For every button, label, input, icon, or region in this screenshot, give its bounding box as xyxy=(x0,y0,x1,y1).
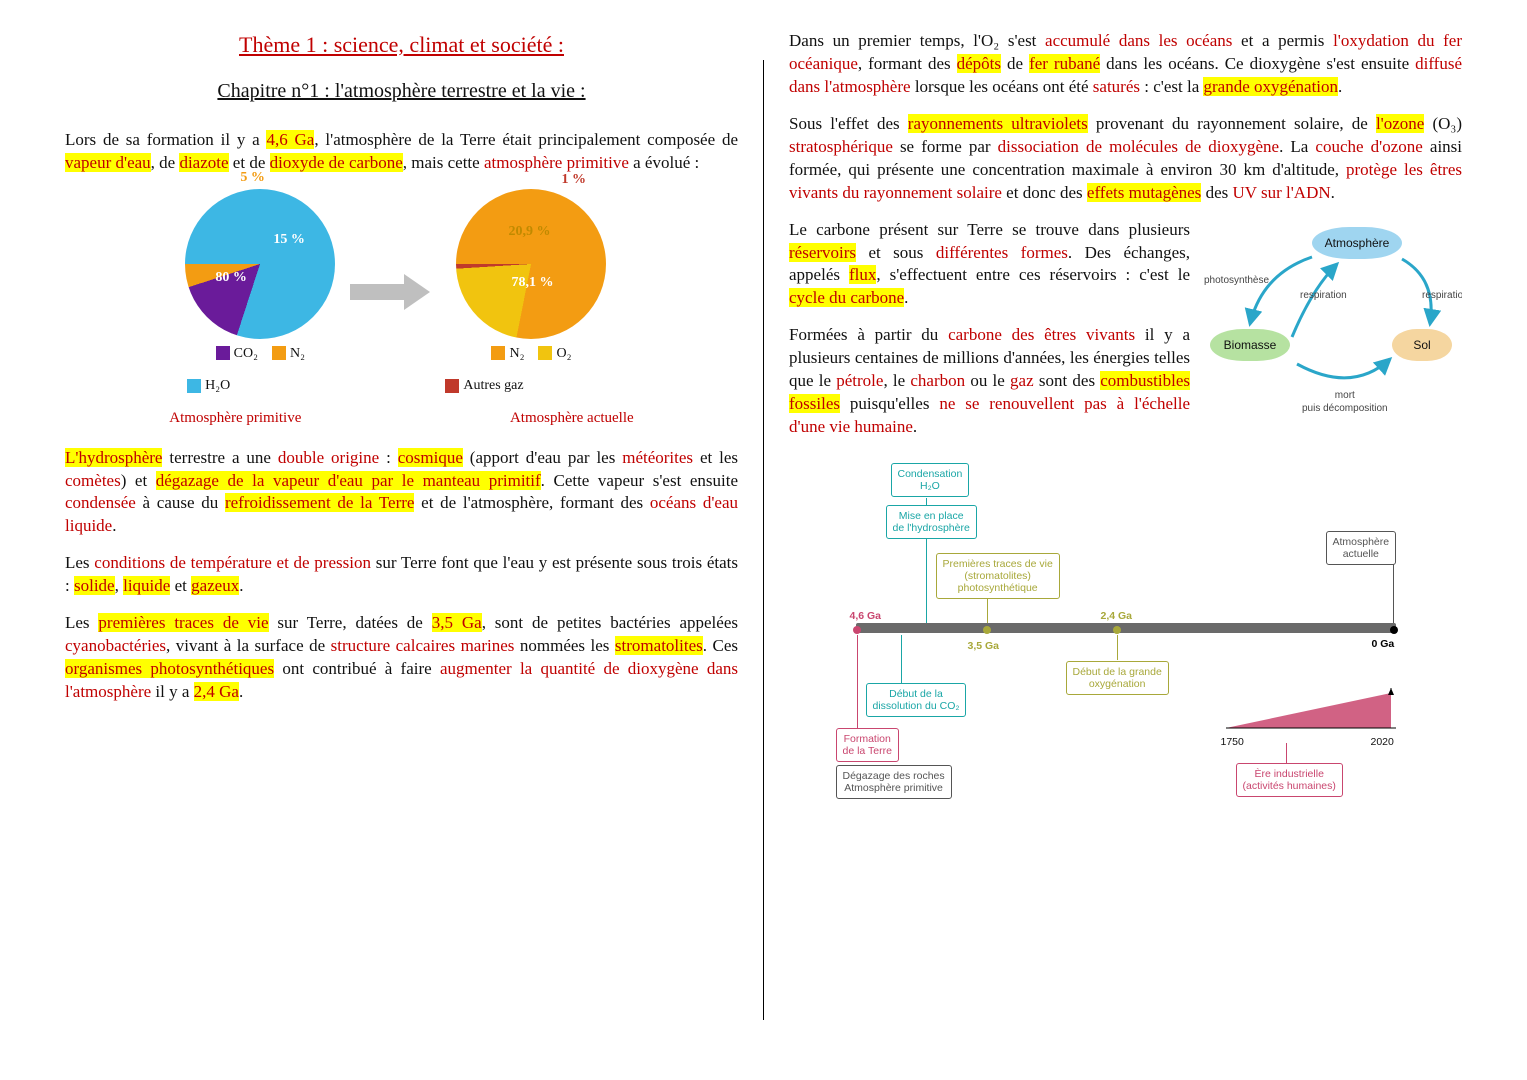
left-column: Thème 1 : science, climat et société : C… xyxy=(40,30,763,1050)
timeline-axis2-right: 2020 xyxy=(1371,735,1394,749)
timeline-box-degazage: Dégazage des roches Atmosphère primitive xyxy=(836,765,952,799)
timeline-box-formation: Formation de la Terre xyxy=(836,728,899,762)
timeline-label-4-6: 4,6 Ga xyxy=(850,609,882,623)
cycle-edge-respiration-1: respiration xyxy=(1300,289,1347,303)
timeline-dot-2-4 xyxy=(1113,626,1121,634)
paragraph-3: Les conditions de température et de pres… xyxy=(65,552,738,598)
timeline-wedge-icon xyxy=(1226,688,1396,733)
pie-charts: 80 % 15 % 5 % CO₂ N₂ H₂O 78,1 % 20,9 % 1… xyxy=(65,189,738,397)
pie-primitive: 80 % 15 % 5 % CO₂ N₂ H₂O xyxy=(185,189,335,397)
chapter-title: Chapitre n°1 : l'atmosphère terrestre et… xyxy=(65,78,738,105)
timeline-dot-4-6 xyxy=(853,626,861,634)
cycle-edge-photosynthesis: photosynthèse xyxy=(1204,274,1269,288)
timeline-box-oxygenation: Début de la grande oxygénation xyxy=(1066,661,1169,695)
theme-title: Thème 1 : science, climat et société : xyxy=(65,30,738,60)
paragraph-6: Sous l'effet des rayonnements ultraviole… xyxy=(789,113,1462,205)
timeline-conn-3 xyxy=(1117,635,1118,660)
timeline-box-traces: Premières traces de vie (stromatolites) … xyxy=(936,553,1060,599)
timeline-box-actuelle: Atmosphère actuelle xyxy=(1326,531,1397,565)
pie-primitive-legend: CO₂ N₂ H₂O xyxy=(187,345,333,397)
timeline-conn-4 xyxy=(857,635,858,735)
pie-actual: 78,1 % 20,9 % 1 % N₂ O₂ Autres gaz xyxy=(445,189,617,397)
timeline-label-3-5: 3,5 Ga xyxy=(968,639,1000,653)
arrow-icon xyxy=(350,274,430,310)
pie-actual-chart: 78,1 % 20,9 % 1 % xyxy=(456,189,606,339)
timeline-box-condensation: Condensation H₂O xyxy=(891,463,970,497)
timeline-dot-0 xyxy=(1390,626,1398,634)
pie-primitive-chart: 80 % 15 % 5 % xyxy=(185,189,335,339)
timeline-axis2-left: 1750 xyxy=(1221,735,1244,749)
pie-actual-legend: N₂ O₂ Autres gaz xyxy=(445,345,617,397)
paragraph-1: Lors de sa formation il y a 4,6 Ga, l'at… xyxy=(65,129,738,175)
paragraph-4: Les premières traces de vie sur Terre, d… xyxy=(65,612,738,704)
right-column: Dans un premier temps, l'O₂ s'est accumu… xyxy=(764,30,1487,1050)
timeline-dot-3-5 xyxy=(983,626,991,634)
timeline-box-dissolution: Début de la dissolution du CO₂ xyxy=(866,683,967,717)
paragraph-5: Dans un premier temps, l'O₂ s'est accumu… xyxy=(789,30,1462,99)
timeline-box-industrielle: Ère industrielle (activités humaines) xyxy=(1236,763,1343,797)
paragraph-2: L'hydrosphère terrestre a une double ori… xyxy=(65,447,738,539)
carbon-cycle-wrap: Atmosphère Biomasse Sol photosynthèse re… xyxy=(789,219,1462,453)
timeline-bar xyxy=(856,623,1396,633)
pie-primitive-caption: Atmosphère primitive xyxy=(169,408,301,428)
carbon-cycle-diagram: Atmosphère Biomasse Sol photosynthèse re… xyxy=(1202,219,1462,419)
timeline-diagram: 4,6 Ga 3,5 Ga 2,4 Ga 0 Ga Condensation H… xyxy=(856,463,1396,793)
timeline-label-2-4: 2,4 Ga xyxy=(1101,609,1133,623)
pie-actual-caption: Atmosphère actuelle xyxy=(510,408,634,428)
timeline-label-0: 0 Ga xyxy=(1372,637,1395,651)
timeline-conn-6 xyxy=(1393,563,1394,623)
cycle-edge-decomposition: mort puis décomposition xyxy=(1302,389,1388,416)
timeline-box-hydrosphere: Mise en place de l'hydrosphère xyxy=(886,505,977,539)
cycle-edge-respiration-2: respiration xyxy=(1422,289,1462,303)
